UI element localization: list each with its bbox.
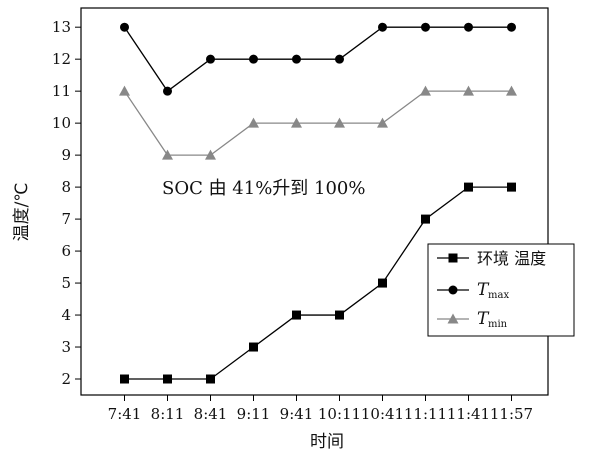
y-tick-label: 10 — [52, 114, 71, 132]
x-axis-ticks: 7:41 8:11 8:41 9:11 9:41 10:11 10:41 11:11 11:41… — [108, 395, 533, 423]
square-marker — [464, 182, 473, 192]
triangle-marker — [377, 117, 388, 128]
circle-marker — [378, 22, 387, 32]
triangle-marker — [162, 149, 173, 160]
circle-marker — [448, 285, 458, 295]
triangle-marker — [248, 117, 259, 128]
y-tick-label: 13 — [52, 18, 71, 36]
square-marker — [335, 310, 344, 320]
legend-item-1: 环境 温度 — [437, 249, 546, 268]
triangle-marker — [420, 85, 431, 96]
square-marker — [120, 374, 129, 384]
y-axis-label: 温度/℃ — [12, 183, 32, 242]
square-marker — [378, 278, 387, 288]
y-tick-label: 2 — [61, 370, 71, 388]
circle-marker — [421, 22, 430, 32]
axes — [80, 7, 549, 396]
triangle-marker — [506, 85, 517, 96]
series-line — [123, 26, 512, 93]
series-1 — [120, 182, 516, 384]
y-tick-label: 6 — [61, 242, 71, 260]
annotation: SOC 由 41%升到 100% — [162, 178, 366, 199]
y-tick-label: 5 — [61, 274, 71, 292]
square-marker — [163, 374, 172, 384]
series-2 — [120, 22, 516, 96]
series-3 — [119, 85, 517, 160]
y-tick-label: 3 — [61, 338, 71, 356]
circle-marker — [163, 86, 172, 96]
x-tick-label: 10:41 — [361, 405, 404, 423]
triangle-marker — [119, 85, 130, 96]
x-tick-label: 10:11 — [318, 405, 361, 423]
square-marker — [249, 342, 258, 352]
y-tick-label: 8 — [61, 178, 71, 196]
circle-marker — [464, 22, 473, 32]
circle-marker — [120, 22, 129, 32]
y-tick-label: 7 — [61, 210, 71, 228]
x-tick-label: 9:11 — [237, 405, 271, 423]
circle-marker — [292, 54, 301, 64]
y-tick-label: 12 — [52, 50, 71, 68]
square-marker — [507, 182, 516, 192]
legend-label-sub: min — [488, 319, 508, 330]
x-tick-label: 11:11 — [404, 405, 447, 423]
triangle-marker — [447, 313, 459, 324]
square-marker — [421, 214, 430, 224]
triangle-marker — [334, 117, 345, 128]
legend-label-sub: max — [488, 290, 509, 301]
series-line — [124, 186, 512, 380]
x-tick-label: 7:41 — [108, 405, 142, 423]
y-axis-ticks: 2 3 4 5 6 7 8 9 10 11 12 13 — [52, 18, 81, 388]
circle-marker — [249, 54, 258, 64]
x-tick-label: 8:41 — [194, 405, 228, 423]
triangle-marker — [205, 149, 216, 160]
square-marker — [292, 310, 301, 320]
y-tick-label: 4 — [61, 306, 71, 324]
square-marker — [206, 374, 215, 384]
y-tick-label: 9 — [61, 146, 71, 164]
legend-label: 环境 温度 — [477, 249, 546, 268]
x-axis-label: 时间 — [310, 432, 344, 452]
series-line — [123, 90, 512, 156]
x-tick-label: 8:11 — [151, 405, 185, 423]
plot-frame — [80, 7, 549, 396]
legend-label: T — [477, 280, 490, 300]
triangle-marker — [291, 117, 302, 128]
triangle-marker — [463, 85, 474, 96]
series-layer — [119, 22, 517, 384]
y-tick-label: 11 — [52, 82, 71, 100]
x-tick-label: 11:41 — [447, 405, 490, 423]
circle-marker — [335, 54, 344, 64]
x-tick-label: 11:57 — [490, 405, 533, 423]
x-tick-label: 9:41 — [280, 405, 314, 423]
circle-marker — [206, 54, 215, 64]
square-marker — [448, 253, 458, 263]
circle-marker — [507, 22, 516, 32]
legend-label: T — [477, 309, 490, 329]
